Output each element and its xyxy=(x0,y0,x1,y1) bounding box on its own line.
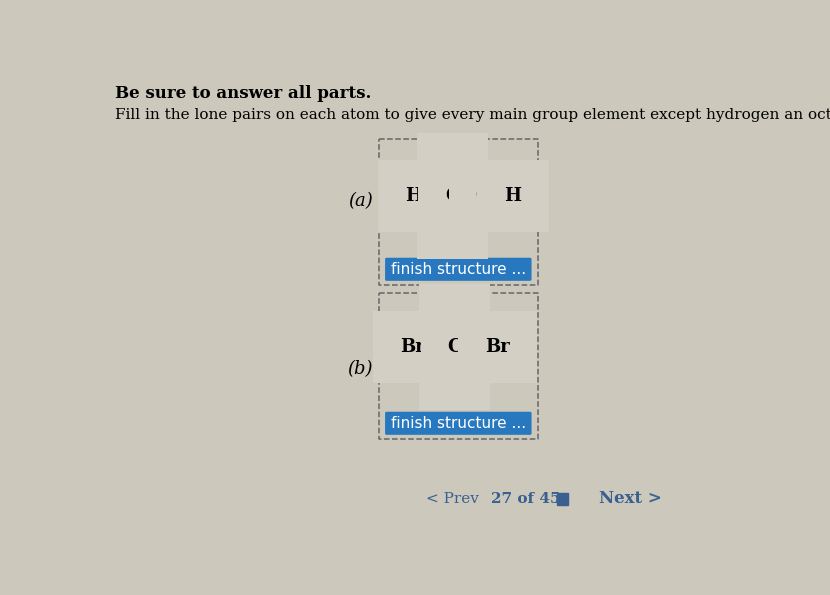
Text: O: O xyxy=(476,187,491,205)
Text: Fill in the lone pairs on each atom to give every main group element except hydr: Fill in the lone pairs on each atom to g… xyxy=(115,108,830,123)
Text: H: H xyxy=(405,187,422,205)
Text: finish structure ...: finish structure ... xyxy=(391,416,526,431)
FancyBboxPatch shape xyxy=(385,258,531,281)
Text: H: H xyxy=(505,187,521,205)
Text: Br: Br xyxy=(400,338,425,356)
Text: (b): (b) xyxy=(347,360,373,378)
Text: (a): (a) xyxy=(348,192,373,209)
Text: H: H xyxy=(447,365,463,383)
Text: H: H xyxy=(444,214,461,232)
Text: H: H xyxy=(447,311,463,329)
Text: 27 of 45: 27 of 45 xyxy=(491,491,561,506)
Text: Br: Br xyxy=(485,338,510,356)
Text: C: C xyxy=(446,187,460,205)
Text: < Prev: < Prev xyxy=(426,491,479,506)
Text: H: H xyxy=(444,160,461,178)
Text: Next >: Next > xyxy=(599,490,662,508)
FancyBboxPatch shape xyxy=(385,412,531,435)
Text: Be sure to answer all parts.: Be sure to answer all parts. xyxy=(115,85,372,102)
Text: C: C xyxy=(447,338,462,356)
Text: finish structure ...: finish structure ... xyxy=(391,262,526,277)
